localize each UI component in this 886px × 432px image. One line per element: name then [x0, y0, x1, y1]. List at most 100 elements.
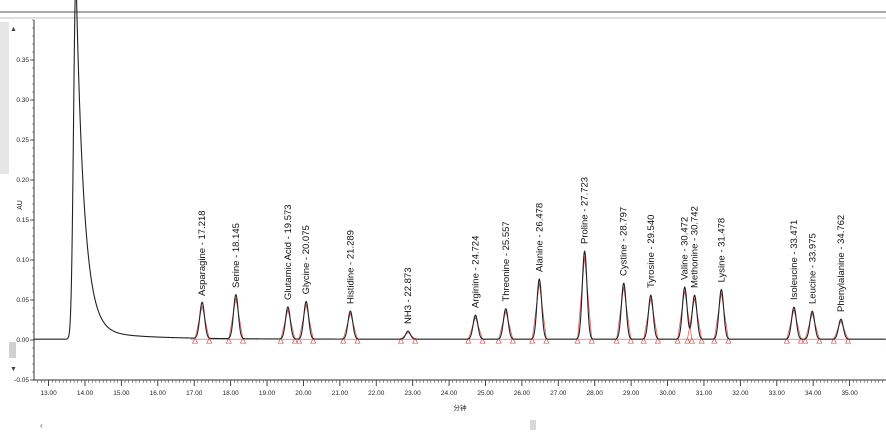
x-tick-label: 31.00 [696, 390, 713, 397]
y-tick-label: 0.15 [16, 217, 29, 224]
peak-label: Isoleucine - 33.471 [789, 220, 800, 300]
x-tick-label: 22.00 [368, 390, 385, 397]
x-axis: 13.00 14.00 15.00 16.00 17.00 18.00 19.00 20.00… [34, 379, 886, 397]
x-tick-label: 20.00 [295, 390, 312, 397]
peak-integration-outline [342, 312, 358, 340]
peak-integration-outline [687, 298, 702, 340]
x-tick-label: 16.00 [150, 390, 167, 397]
peak-label: Glycine - 20.075 [301, 225, 312, 294]
baseline-marker [206, 337, 213, 344]
peak-label: Glutamic Acid - 19.573 [283, 204, 294, 300]
baseline-marker [479, 337, 486, 344]
baseline-marker [783, 337, 790, 344]
y-tick-label: 0.35 [16, 57, 29, 64]
x-tick-label: 34.00 [805, 390, 822, 397]
x-tick-label: 30.00 [659, 390, 676, 397]
y-axis-title: AU [17, 200, 24, 210]
x-tick-label: 13.00 [40, 390, 57, 397]
peak-integration-outline [643, 298, 659, 340]
peak-labels: Asparagine - 17.218 Serine - 18.145 Glutam… [197, 177, 847, 324]
x-tick-label: 33.00 [769, 390, 786, 397]
baseline-marker [310, 337, 317, 344]
x-tick-label: 14.00 [77, 390, 94, 397]
y-tick-label: -0.05 [14, 377, 29, 384]
peak-integration-outline [804, 312, 820, 340]
peak-label: Valine - 30.472 [680, 217, 691, 280]
peak-label: Alanine - 26.478 [534, 203, 545, 272]
baseline-marker [688, 337, 695, 344]
x-tick-label: 25.00 [477, 390, 494, 397]
baseline-marker [816, 337, 823, 344]
vertical-scroll-thumb[interactable] [9, 342, 16, 358]
baseline-marker [588, 337, 595, 344]
peak-integration-outline [298, 304, 314, 340]
peak-integration-outline [280, 309, 296, 340]
baseline-marker [465, 337, 472, 344]
peak-integration-outline [194, 305, 210, 340]
baseline-marker [191, 337, 199, 344]
peak-label: Serine - 18.145 [231, 223, 242, 288]
baseline-marker [296, 337, 303, 344]
peak-integration-outline [400, 331, 416, 340]
scroll-down-icon[interactable]: ▼ [10, 366, 17, 373]
y-tick-label: 0.25 [16, 137, 29, 144]
peak-label: Histidine - 21.289 [345, 230, 356, 304]
baseline-marker [640, 337, 647, 344]
side-panel-strip [0, 22, 9, 174]
baseline-marker [802, 337, 809, 344]
peak-integration-outline [786, 309, 802, 340]
baseline-marker [354, 337, 361, 344]
y-tick-label: 0.10 [16, 257, 29, 264]
x-tick-label: 27.00 [550, 390, 567, 397]
baseline-marker [397, 337, 405, 344]
baseline-marker [674, 337, 681, 344]
peak-label: NH3 - 22.873 [403, 267, 414, 324]
baseline-marker [529, 337, 536, 344]
baseline-marker [412, 337, 419, 344]
x-tick-label: 35.00 [841, 390, 858, 397]
peak-label: Asparagine - 17.218 [197, 210, 208, 296]
y-tick-label: 0.30 [16, 97, 29, 104]
baseline-marker [844, 337, 852, 344]
horizontal-scroll-thumb[interactable] [530, 420, 536, 430]
baseline-marker [830, 337, 837, 344]
x-tick-label: 32.00 [732, 390, 749, 397]
x-tick-label: 19.00 [259, 390, 276, 397]
y-tick-label: 0.05 [16, 297, 29, 304]
peak-label: Threonine - 25.557 [501, 221, 512, 301]
scroll-up-icon[interactable]: ▲ [10, 26, 17, 33]
scroll-left-icon[interactable]: ‹ [40, 421, 43, 430]
baseline-marker [725, 337, 732, 344]
peak-label: Tyrosine - 29.540 [646, 215, 657, 288]
peak-label: Methonine - 30.742 [690, 206, 701, 288]
baseline-marker [797, 337, 805, 344]
x-tick-label: 17.00 [186, 390, 203, 397]
peak-integration-outline [677, 290, 693, 340]
peak-integration-outline [713, 292, 729, 340]
peak-label: Phenylalanine - 34.762 [836, 215, 847, 312]
baseline-marker [574, 337, 581, 344]
peak-integration-outline [498, 311, 514, 340]
baseline-marker [277, 337, 284, 344]
x-tick-label: 29.00 [623, 390, 640, 397]
x-axis-title: 分钟 [454, 403, 468, 412]
x-tick-label: 15.00 [113, 390, 130, 397]
peak-label: Lysine - 31.478 [716, 218, 727, 283]
x-tick-label: 18.00 [222, 390, 239, 397]
baseline-marker [340, 337, 347, 344]
y-tick-label: 0.20 [16, 177, 29, 184]
x-tick-label: 24.00 [441, 390, 458, 397]
peak-label: Leucine - 33.975 [807, 233, 818, 304]
baseline-marker [627, 337, 634, 344]
baseline-marker [698, 337, 705, 344]
chromatogram-trace-group [34, 0, 886, 340]
x-tick-label: 23.00 [405, 390, 422, 397]
baseline-marker [509, 337, 516, 344]
peak-integration-outline [228, 298, 244, 340]
peak-integration-outline [616, 286, 632, 340]
baseline-marker [684, 337, 691, 344]
y-tick-label: 0.00 [16, 337, 29, 344]
x-tick-label: 21.00 [332, 390, 349, 397]
peak-label: Cystine - 28.797 [619, 207, 630, 276]
